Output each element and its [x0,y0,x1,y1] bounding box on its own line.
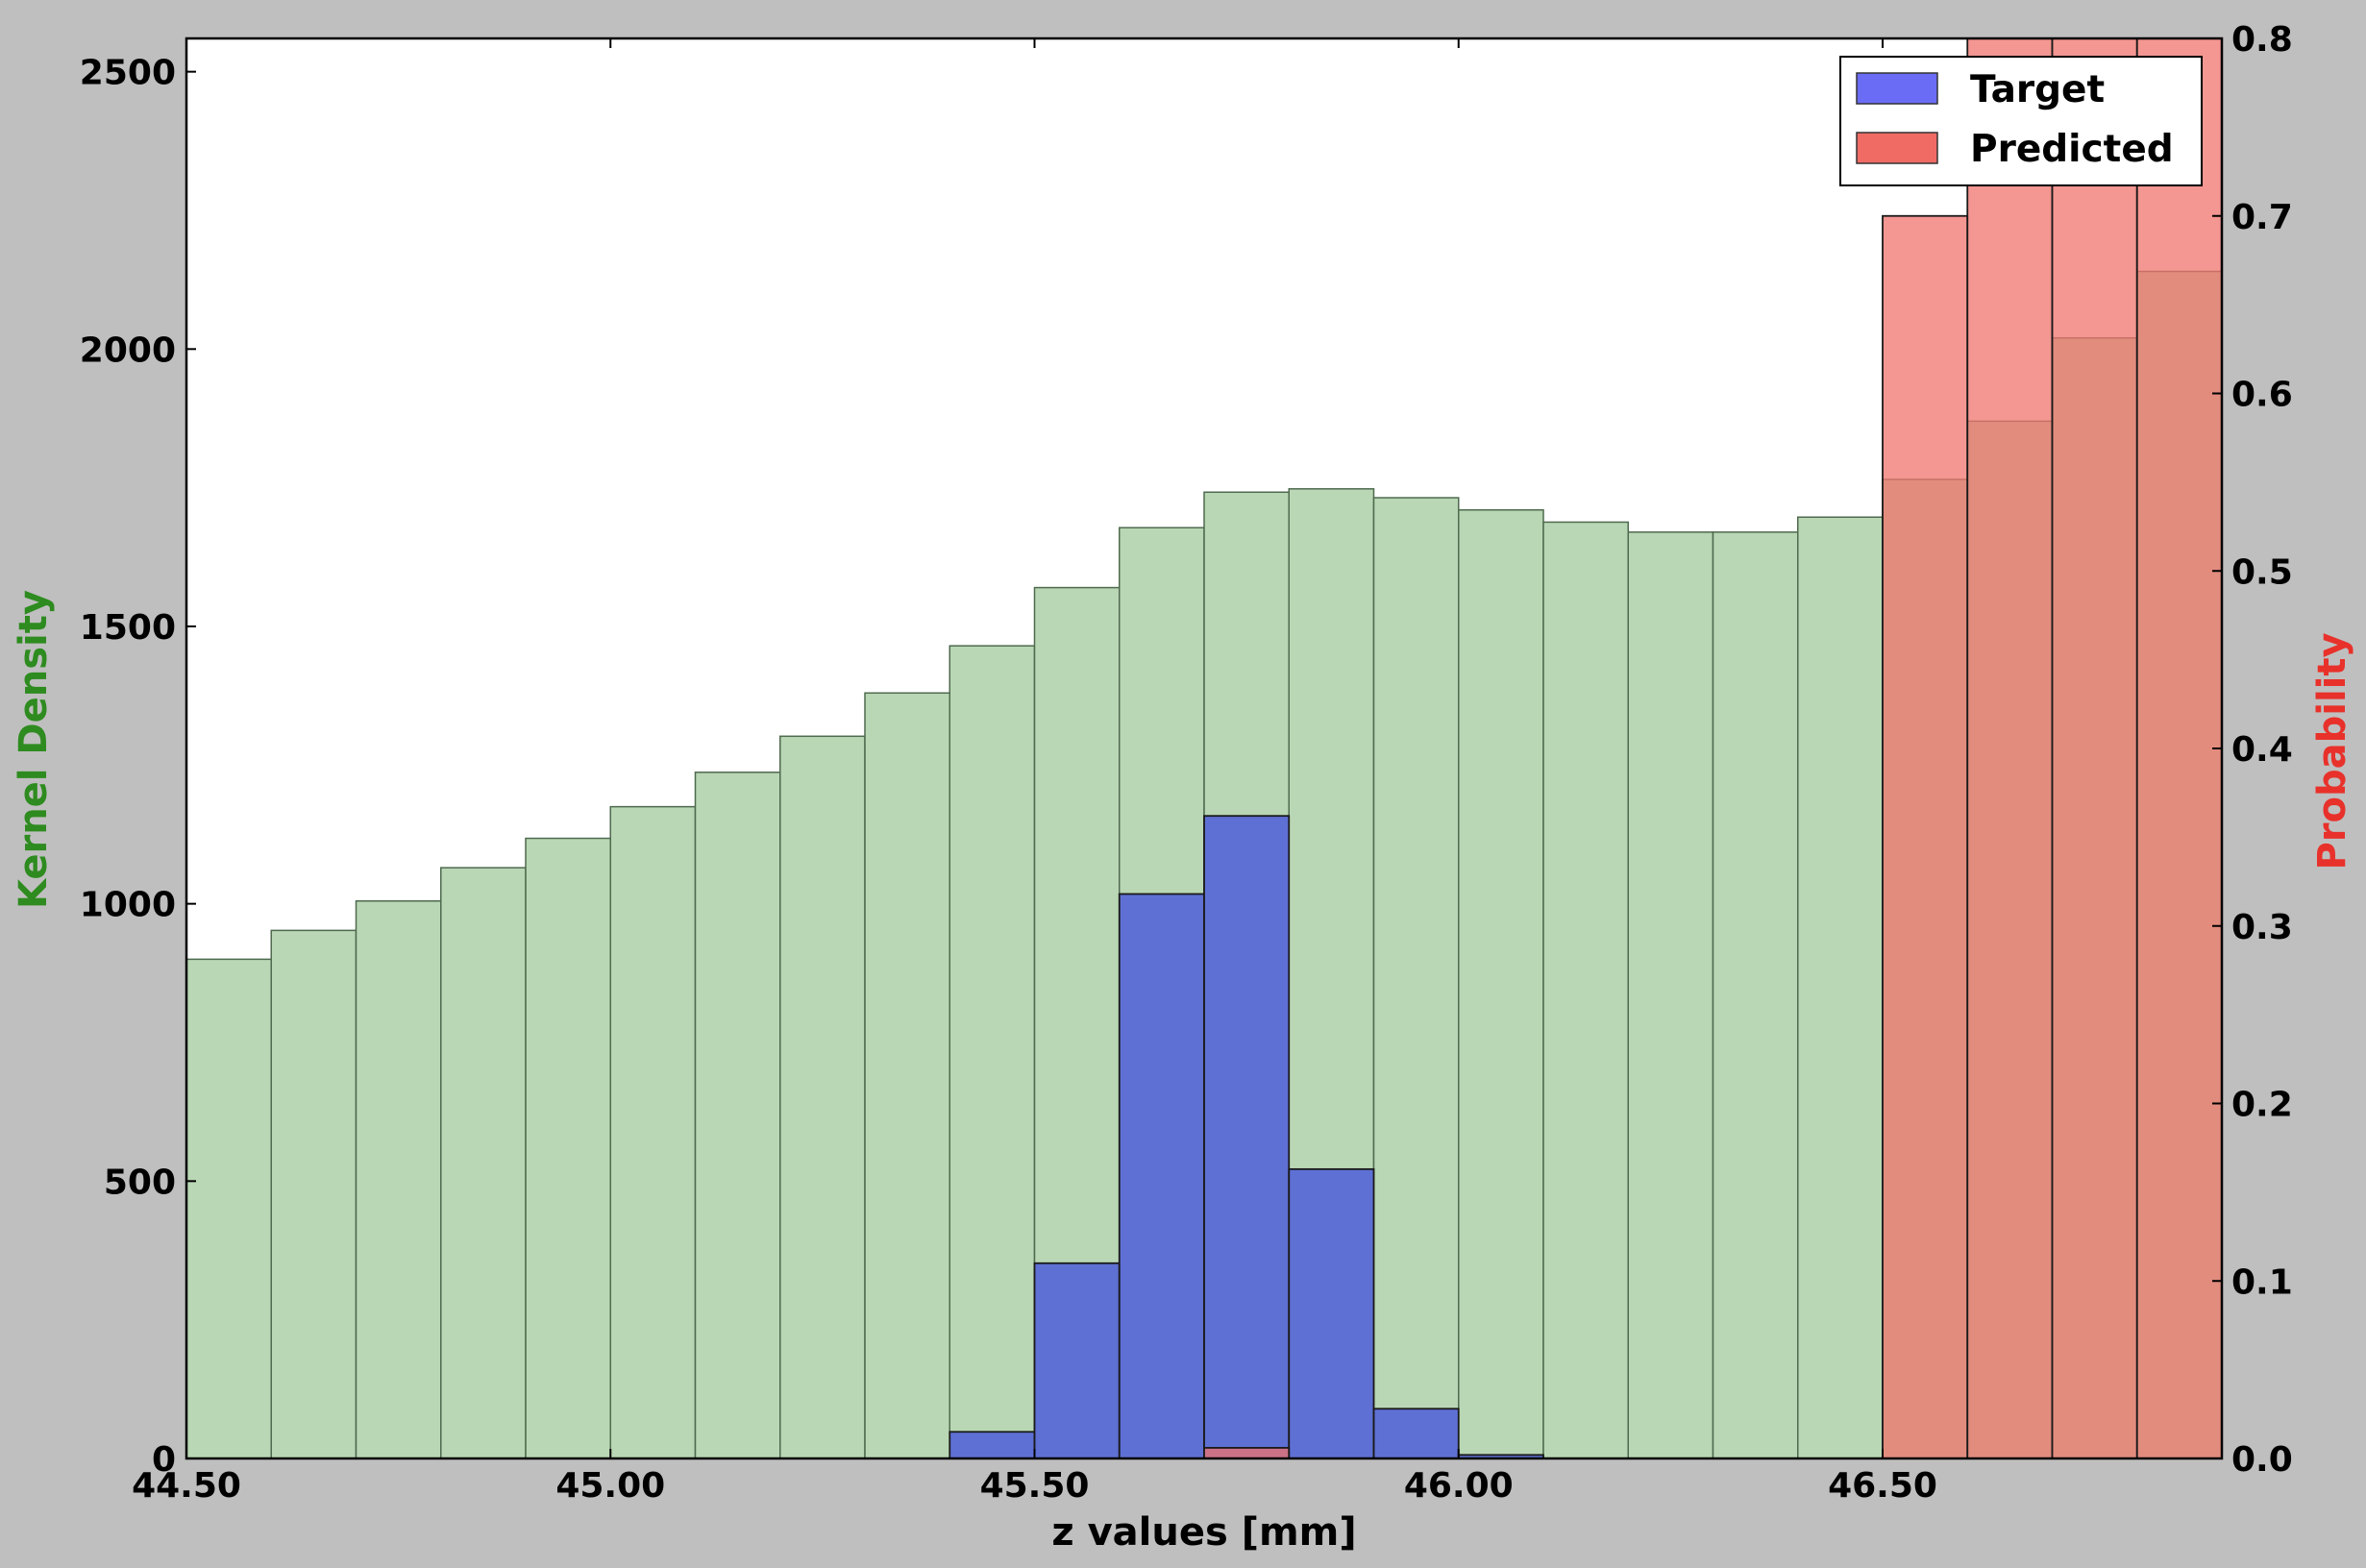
density-bar [270,929,357,1459]
density-bar [1372,497,1460,1459]
legend: Target Predicted [1839,56,2203,186]
target-bar [1203,815,1291,1459]
predicted-bar [1203,1447,1291,1459]
target-bar [1288,1167,1375,1459]
density-bar [949,645,1036,1459]
x-tick-label: 45.00 [555,1466,665,1506]
left-tick-label: 2500 [80,54,176,93]
x-tick-label: 44.50 [132,1466,241,1506]
target-bar [1372,1408,1460,1459]
density-bar [525,837,611,1459]
right-tick-label: 0.6 [2231,376,2293,415]
left-axis-label: Kernel Density [12,590,56,909]
density-bar [1712,531,1799,1459]
density-bar [609,805,697,1459]
predicted-bar [1882,214,1969,1459]
predicted-bars [1203,37,2223,1459]
density-bar [1797,516,1884,1459]
legend-label-predicted: Predicted [1970,128,2174,171]
left-tick-label: 1000 [80,886,176,925]
right-tick-label: 0.7 [2231,198,2293,237]
right-axis-ticks: 0.0 0.1 0.2 0.3 0.4 0.5 0.6 0.7 0.8 [2212,20,2293,1480]
density-bar [1627,531,1714,1459]
density-bar [779,735,866,1459]
right-tick-label: 0.0 [2231,1440,2293,1480]
x-axis-ticks: 44.50 45.00 45.50 46.00 46.50 [132,38,1937,1506]
right-axis-label: Probability [2310,632,2354,870]
legend-label-target: Target [1970,68,2105,111]
x-tick-label: 46.00 [1404,1466,1514,1506]
legend-swatch-predicted [1856,132,1938,164]
right-tick-label: 0.5 [2231,552,2293,592]
predicted-bar [2135,37,2223,1459]
left-tick-label: 0 [152,1440,176,1480]
left-tick-label: 1500 [80,608,176,648]
right-tick-label: 0.3 [2231,908,2293,947]
density-bar [355,900,442,1459]
density-bar [440,867,527,1459]
x-axis-label: z values [mm] [1051,1510,1356,1555]
right-tick-label: 0.2 [2231,1086,2293,1125]
x-tick-label: 45.50 [980,1466,1090,1506]
density-bar [864,692,950,1459]
density-bar [185,958,272,1459]
left-tick-label: 2000 [80,331,176,370]
predicted-bar [2051,37,2138,1459]
left-tick-label: 500 [104,1163,176,1202]
legend-swatch-target [1856,72,1938,105]
target-bar [1033,1262,1121,1459]
x-tick-label: 46.50 [1828,1466,1937,1506]
density-bar [694,772,781,1459]
target-bar [949,1431,1036,1459]
density-bar [1542,521,1629,1459]
target-bar [1118,893,1205,1459]
right-tick-label: 0.1 [2231,1262,2293,1302]
density-bar [1458,508,1544,1459]
target-bars [949,815,1544,1459]
right-tick-label: 0.4 [2231,730,2293,770]
left-axis-ticks: 0 500 1000 1500 2000 2500 [80,54,196,1480]
predicted-bar [1966,37,2054,1459]
right-tick-label: 0.8 [2231,20,2293,60]
